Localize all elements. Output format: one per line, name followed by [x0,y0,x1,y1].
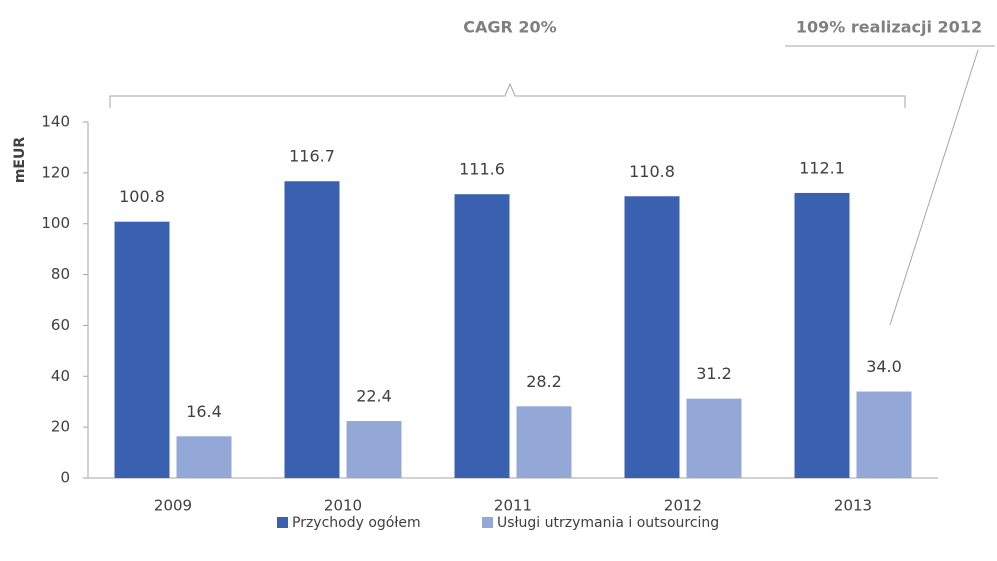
bar [454,194,510,478]
bar [176,436,232,478]
y-tick-label: 140 [41,113,70,131]
callout-line [785,45,995,326]
value-label: 116.7 [289,147,335,166]
cagr-annotation: CAGR 20% [463,18,556,37]
legend-swatch [277,517,288,528]
value-label: 34.0 [866,357,902,376]
x-tick-label: 2009 [154,497,192,515]
x-tick-label: 2011 [494,497,532,515]
value-label: 16.4 [186,402,222,421]
bar [794,192,850,478]
legend-swatch [482,517,493,528]
realization-annotation: 109% realizacji 2012 [796,18,982,37]
y-axis-label: mEUR [12,137,28,184]
y-tick-label: 100 [41,214,70,232]
value-label: 31.2 [696,364,732,383]
y-tick-label: 60 [51,316,70,334]
bracket [109,82,906,108]
x-tick-label: 2010 [324,497,362,515]
y-tick-label: 0 [60,469,70,487]
legend-label: Przychody ogółem [292,515,421,531]
bar [516,406,572,478]
x-tick-label: 2013 [834,497,872,515]
y-tick-label: 40 [51,367,70,385]
value-label: 100.8 [119,187,165,206]
y-tick-label: 20 [51,418,70,436]
value-label: 110.8 [629,162,675,181]
bar [856,391,912,478]
bar [114,221,170,478]
bar [624,196,680,478]
value-label: 111.6 [459,160,505,179]
y-tick-label: 120 [41,163,70,181]
bar [284,181,340,478]
value-label: 112.1 [799,158,845,177]
bar [346,421,402,478]
value-label: 28.2 [526,372,562,391]
bar [686,398,742,478]
x-tick-label: 2012 [664,497,702,515]
legend-label: Usługi utrzymania i outsourcing [497,515,719,531]
y-tick-label: 80 [51,265,70,283]
value-label: 22.4 [356,387,392,406]
